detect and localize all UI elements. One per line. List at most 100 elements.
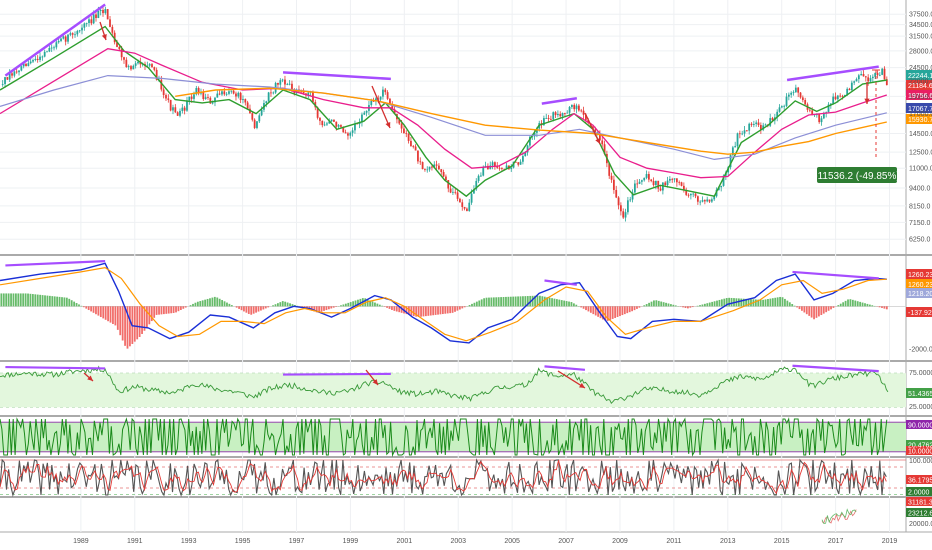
candle-body [165, 95, 167, 99]
macd-histogram-bar [645, 304, 648, 307]
candle-body [288, 83, 291, 85]
macd-histogram-bar [240, 306, 243, 311]
candle-body [545, 117, 548, 119]
candle-body [836, 95, 839, 100]
candle-body [519, 161, 522, 165]
candle-body [577, 105, 580, 111]
macd-histogram-bar [44, 295, 46, 307]
macd-histogram-bar [330, 306, 333, 309]
rsi-arrow-head [87, 375, 93, 381]
candle-body [81, 27, 83, 31]
macd-histogram-bar [73, 301, 76, 307]
candle-body [419, 161, 422, 163]
ma-magenta-line [0, 48, 888, 179]
candle-body [160, 79, 163, 90]
candle-body [550, 118, 552, 120]
macd-histogram-bar [92, 306, 95, 313]
macd-histogram-bar [15, 293, 17, 307]
y-tick-label: 24500.0 [909, 65, 932, 72]
macd-histogram-bar [660, 301, 663, 307]
macd-histogram-bar [589, 306, 592, 313]
macd-histogram-bar [235, 306, 238, 308]
macd-histogram-bar [296, 305, 299, 307]
candle-body [584, 114, 587, 120]
macd-histogram-bar [808, 306, 811, 316]
macd-histogram-bar [492, 297, 495, 307]
candle-body [445, 176, 447, 181]
macd-y-tick: -2000.0000 [909, 346, 932, 353]
candle-body [750, 123, 753, 125]
macd-histogram-bar [29, 293, 32, 307]
macd-histogram-bar [769, 298, 772, 307]
macd-tag [906, 307, 932, 317]
candle-body [568, 106, 571, 113]
stoch-y-tick: 100.0000 [909, 458, 932, 465]
candle-body [424, 169, 426, 170]
y-tick-label: 37500.0 [909, 12, 932, 19]
price-tag [906, 70, 932, 80]
candle-body [839, 95, 842, 97]
candle-body [1, 84, 4, 85]
macd-histogram-bar [199, 301, 202, 307]
candle-body [281, 79, 284, 81]
macd-histogram-bar [58, 296, 61, 307]
macd-histogram-bar [444, 306, 447, 314]
macd-histogram-bar [820, 306, 823, 316]
candle-body [195, 88, 198, 95]
macd-histogram-bar [22, 293, 25, 307]
candle-body [146, 65, 149, 67]
macd-histogram-bar [696, 305, 699, 307]
candle-body [703, 200, 706, 202]
macd-histogram-bar [325, 306, 328, 311]
macd-histogram-bar [34, 294, 37, 307]
candle-body [470, 193, 473, 203]
candle-body [53, 47, 55, 49]
macd-histogram-bar [779, 296, 781, 307]
macd-histogram-bar [279, 302, 282, 307]
macd-histogram-bar [740, 298, 743, 307]
macd-histogram-bar [473, 302, 476, 307]
candle-body [459, 198, 461, 203]
macd-histogram-bar [107, 306, 109, 322]
macd-histogram-bar [730, 297, 733, 307]
candle-body [134, 63, 137, 66]
candle-body [871, 76, 874, 79]
candle-body [573, 104, 576, 110]
candle-body [291, 83, 293, 91]
macd-histogram-bar [653, 300, 655, 307]
macd-histogram-bar [543, 296, 546, 307]
candle-body [50, 47, 53, 49]
macd-histogram-bar [616, 306, 619, 318]
candle-body [109, 19, 111, 27]
price-tag [906, 114, 932, 124]
candle-body [270, 92, 272, 94]
macd-histogram-bar [483, 298, 486, 307]
x-tick-label: 1991 [127, 538, 143, 545]
candle-body [330, 119, 333, 122]
candle-body [204, 97, 207, 100]
macd-histogram-bar [153, 306, 156, 318]
candle-body [848, 88, 851, 91]
macd-histogram-bar [686, 306, 689, 309]
macd-histogram-bar [488, 297, 490, 307]
candle-body [375, 98, 377, 102]
macd-histogram-bar [412, 306, 415, 317]
candle-body [337, 125, 340, 127]
candle-body [650, 179, 653, 181]
macd-histogram-bar [524, 296, 527, 307]
candle-body [279, 80, 282, 85]
macd-histogram-bar [878, 306, 881, 308]
stoch-rsi-tag [906, 420, 932, 429]
candle-body [407, 133, 410, 141]
y-tick-label: 14500.0 [909, 131, 932, 138]
candle-body [603, 144, 606, 154]
macd-histogram-bar [844, 300, 847, 307]
candle-body [853, 81, 856, 83]
macd-histogram-bar [619, 306, 621, 317]
candle-body [214, 97, 216, 103]
macd-histogram-bar [519, 296, 522, 307]
macd-histogram-bar [784, 298, 786, 307]
macd-histogram-bar [509, 296, 512, 307]
macd-histogram-bar [526, 296, 529, 307]
